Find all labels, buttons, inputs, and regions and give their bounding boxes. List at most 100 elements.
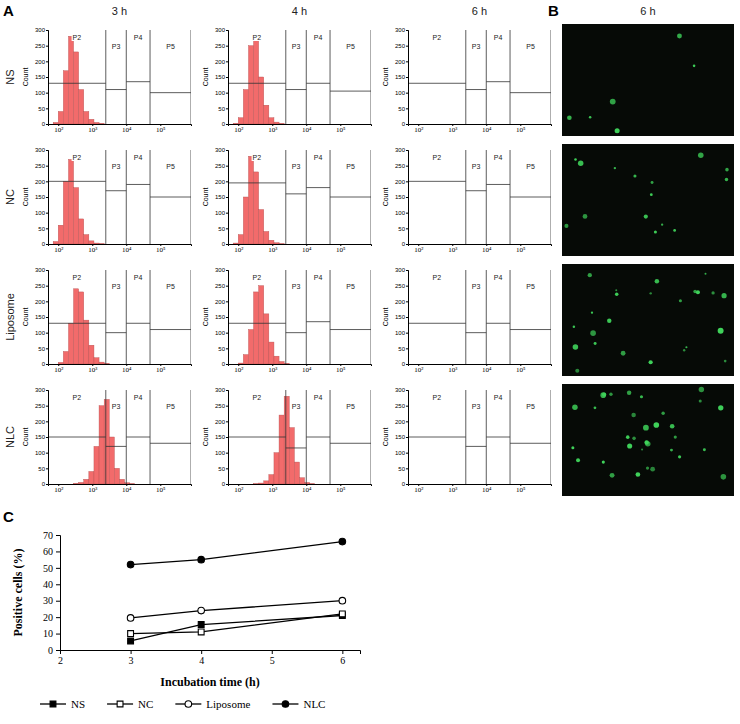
gate-edge <box>465 150 466 244</box>
histogram-bar <box>233 484 238 485</box>
histogram-bar <box>305 482 310 484</box>
histogram-bar <box>233 123 238 124</box>
tick: 300 <box>215 267 228 273</box>
tick-label: 50 <box>43 563 53 574</box>
tick: 0 <box>42 361 48 367</box>
tick: 10⁵ <box>516 124 526 134</box>
gate-edge <box>371 390 372 484</box>
plot-area <box>48 270 191 364</box>
tick-label: 50 <box>218 226 225 232</box>
histogram-bar <box>63 71 68 124</box>
histogram-bar <box>310 483 315 484</box>
histogram-bar <box>99 123 104 124</box>
tick-mark <box>406 364 408 365</box>
tick-mark <box>226 390 228 391</box>
tick-label: 10³ <box>448 126 457 134</box>
histogram-bar <box>269 475 274 484</box>
axis-title: Count <box>202 188 209 207</box>
histogram-bar <box>243 90 248 124</box>
tick: 200 <box>395 419 408 425</box>
histogram-bar <box>135 124 140 125</box>
tick-mark <box>406 213 408 214</box>
gate-label: P4 <box>494 394 503 401</box>
tick-label: 300 <box>395 387 406 393</box>
histogram-bar <box>58 484 63 485</box>
fluorescent-cell <box>632 437 636 441</box>
fluorescent-cell <box>725 178 728 181</box>
tick-mark <box>56 601 60 602</box>
gate-label: P5 <box>346 43 355 50</box>
tick-label: 50 <box>218 466 225 472</box>
histogram-bar <box>243 484 248 485</box>
tick: 100 <box>35 90 48 96</box>
axis-title: Count <box>382 308 389 327</box>
gate-labels: P2P3P4P5 <box>72 394 176 410</box>
histogram-bar <box>269 240 274 244</box>
gate-label: P5 <box>526 403 535 410</box>
histogram-bar <box>89 241 94 244</box>
tick: 6 <box>340 650 345 666</box>
tick: 10³ <box>448 484 457 494</box>
tick-label: 200 <box>395 419 406 425</box>
row-label: Liposome <box>4 293 16 341</box>
gate-edge <box>306 270 307 364</box>
gate-level <box>466 89 486 90</box>
tick: 10⁵ <box>336 124 346 134</box>
gate-level <box>486 184 510 185</box>
histogram-bar <box>135 244 140 245</box>
gate-level <box>486 81 510 82</box>
gate-label: P5 <box>346 163 355 170</box>
fluorescent-cell <box>583 214 588 219</box>
tick-mark <box>46 390 48 391</box>
tick-label: 300 <box>35 147 46 153</box>
legend-swatch <box>50 701 56 707</box>
histogram-bar <box>130 244 135 245</box>
tick-label: 10³ <box>88 126 97 134</box>
tick-mark <box>46 30 48 31</box>
tick-mark <box>406 228 408 229</box>
gate-level <box>510 92 551 93</box>
axis-line <box>226 151 229 245</box>
axis-title: Count <box>382 428 389 447</box>
histogram-bar <box>305 244 310 245</box>
gate-label-background <box>493 274 504 281</box>
plot-area <box>127 538 345 644</box>
plot-area <box>228 30 371 124</box>
histogram-panel: P2P3P4P510²10³10⁴10⁵050100150200250300Co… <box>202 387 372 494</box>
y-axis: 050100150200250300 <box>35 147 49 247</box>
gate-level <box>106 190 126 191</box>
histogram-bar <box>243 355 248 364</box>
histogram-bar <box>109 437 114 484</box>
tick-mark <box>56 568 60 569</box>
tick-mark <box>46 317 48 318</box>
tick: 50 <box>38 226 48 232</box>
tick-label: 0 <box>222 361 226 367</box>
histogram-bar <box>248 484 253 485</box>
tick-label: 60 <box>43 546 53 557</box>
gate-labels: P2P3P4P5 <box>252 394 356 410</box>
histogram-bar <box>289 124 294 125</box>
axis-line <box>406 391 409 485</box>
gate-label-background <box>493 34 504 41</box>
gate-level <box>286 193 306 194</box>
tick: 10⁴ <box>122 244 132 254</box>
histogram-bar <box>294 244 299 245</box>
fluorescent-cell <box>572 405 578 411</box>
tick-mark <box>46 46 48 47</box>
tick-label: 40 <box>43 579 53 590</box>
gate-label-background <box>432 274 443 281</box>
fluorescent-cell <box>607 319 611 323</box>
tick: 10⁴ <box>482 244 492 254</box>
gate-level <box>486 323 510 324</box>
gate-label: P5 <box>526 283 535 290</box>
tick-label: 150 <box>395 194 406 200</box>
gate-edge <box>285 30 286 124</box>
tick-mark <box>226 348 228 349</box>
tick-label: 250 <box>35 283 46 289</box>
gate-label-background <box>525 283 536 290</box>
gate-label-background <box>111 163 122 170</box>
gate-edge <box>191 390 192 484</box>
fluorescent-cell <box>693 65 696 68</box>
histogram-panel: P2P3P4P510²10³10⁴10⁵050100150200250300Co… <box>202 27 372 134</box>
gate-edge <box>551 390 552 484</box>
